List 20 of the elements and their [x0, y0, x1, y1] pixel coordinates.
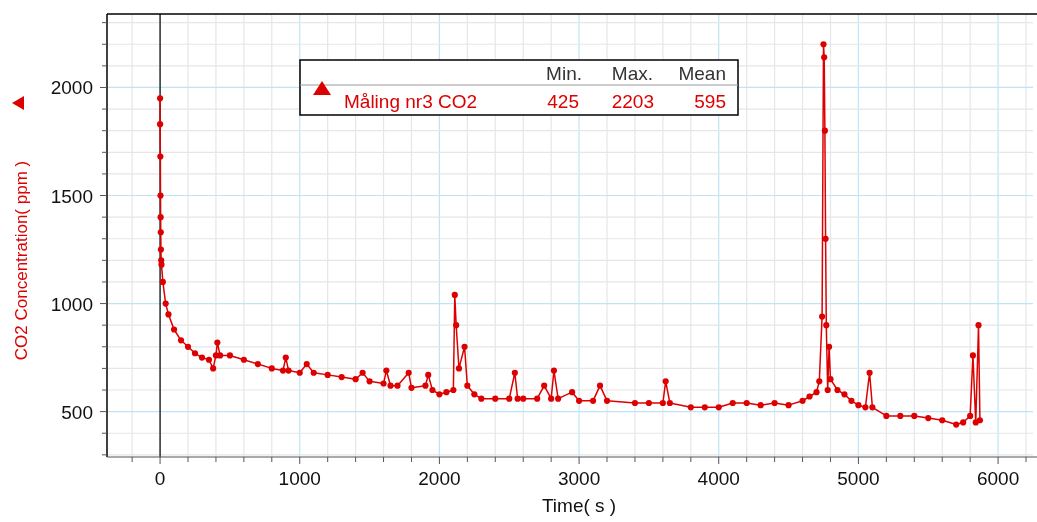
text: Måling nr3 CO2 — [344, 91, 478, 112]
annotation: Mean — [678, 63, 726, 84]
annotation: 2203 — [611, 91, 654, 112]
x-tick-label: 3000 — [557, 468, 601, 489]
y-tick-label: 2000 — [50, 77, 93, 99]
y-tick-label: 1500 — [50, 185, 93, 207]
y-axis-title: CO2 Concentration( ppm ) — [12, 160, 31, 361]
annotation: Min. — [546, 63, 582, 84]
annotation: Max. — [611, 63, 653, 84]
x-tick-label: 1000 — [278, 468, 321, 489]
x-tick-label: 6000 — [976, 468, 1020, 489]
x-axis-title: Time( s ) — [541, 495, 617, 516]
annotation: 425 — [547, 91, 579, 112]
y-tick-label: 1000 — [50, 293, 93, 315]
x-tick-label: 2000 — [418, 468, 461, 489]
x-tick-label: 0 — [154, 468, 166, 489]
x-tick-label: 5000 — [837, 468, 880, 489]
x-tick-label: 4000 — [697, 468, 740, 489]
y-tick-label: 500 — [61, 401, 93, 423]
annotation: 595 — [694, 91, 726, 112]
